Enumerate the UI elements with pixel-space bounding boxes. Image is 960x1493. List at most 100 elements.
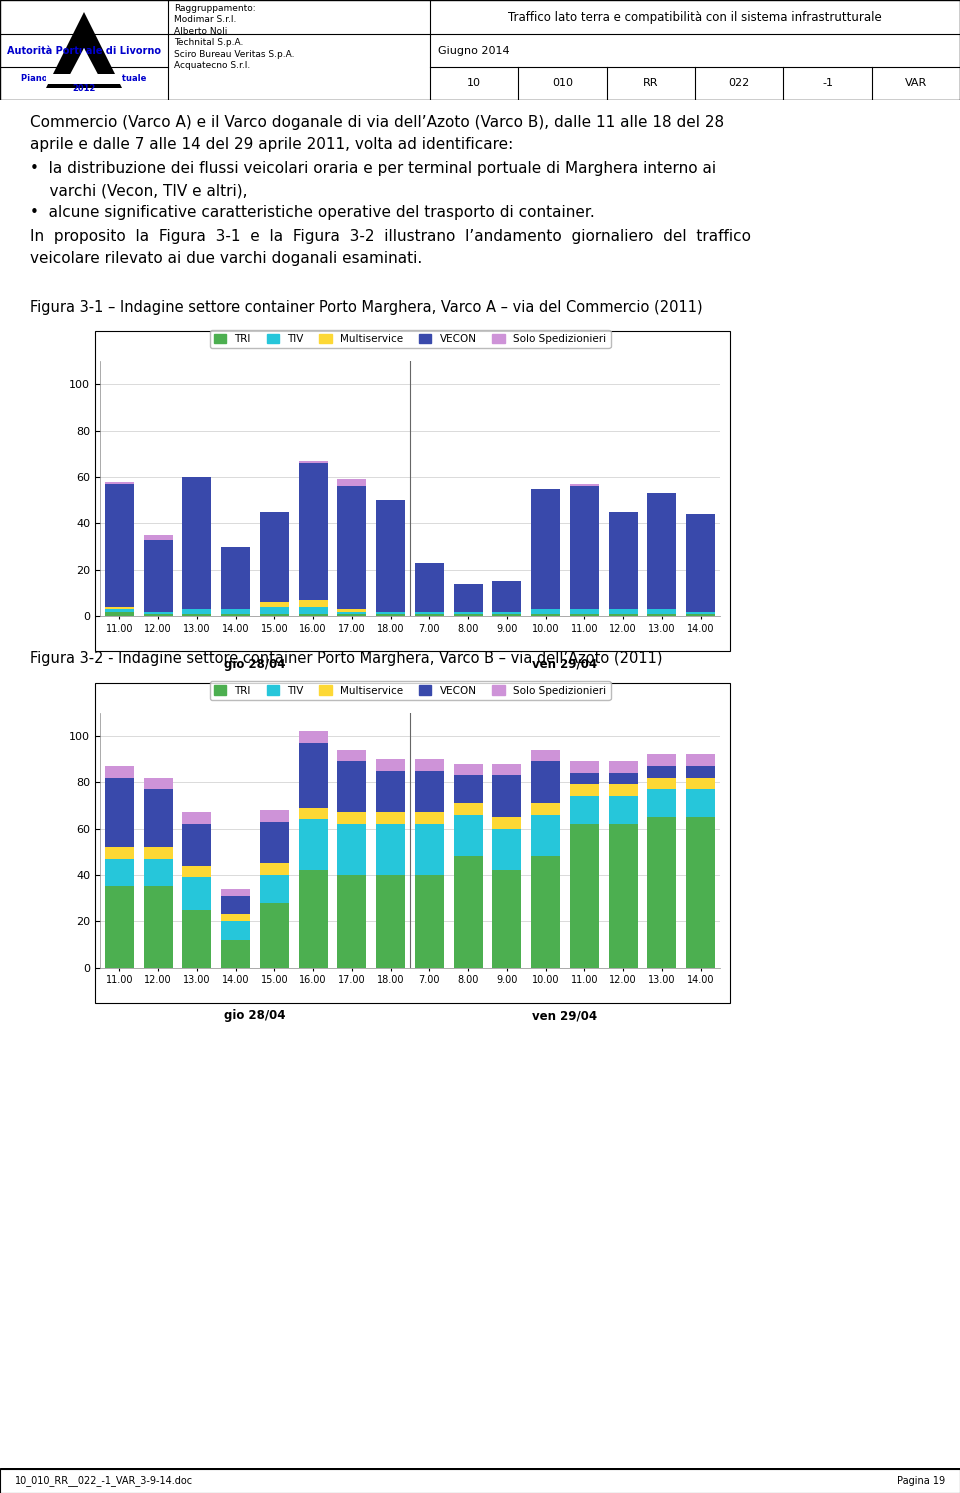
Bar: [299, 820, 327, 870]
Text: Raggruppamento:
Modimar S.r.l.
Alberto Noli
Technital S.p.A.
Sciro Bureau Verita: Raggruppamento: Modimar S.r.l. Alberto N…: [174, 4, 295, 70]
Legend: TRI, TIV, Multiservice, VECON, Solo Spedizionieri: TRI, TIV, Multiservice, VECON, Solo Sped…: [209, 681, 611, 700]
Polygon shape: [66, 48, 102, 82]
Text: aprile e dalle 7 alle 14 del 29 aprile 2011, volta ad identificare:: aprile e dalle 7 alle 14 del 29 aprile 2…: [30, 137, 514, 152]
Bar: [492, 612, 521, 614]
Bar: [647, 766, 677, 778]
Bar: [105, 847, 133, 858]
Bar: [686, 766, 715, 778]
Text: 10: 10: [468, 79, 481, 88]
Text: Piano Regolatore Portuale
2012: Piano Regolatore Portuale 2012: [21, 73, 147, 93]
Bar: [453, 803, 483, 815]
Bar: [299, 742, 327, 808]
Text: Giugno 2014: Giugno 2014: [438, 45, 510, 55]
Bar: [647, 754, 677, 766]
Bar: [299, 463, 327, 600]
Bar: [105, 887, 133, 967]
Text: varchi (Vecon, TIV e altri),: varchi (Vecon, TIV e altri),: [30, 184, 248, 199]
Bar: [492, 581, 521, 612]
Bar: [337, 614, 367, 617]
Bar: [144, 612, 173, 614]
Bar: [492, 763, 521, 775]
Bar: [337, 761, 367, 812]
Bar: [337, 875, 367, 967]
Bar: [337, 812, 367, 824]
Bar: [453, 584, 483, 612]
Text: ven 29/04: ven 29/04: [533, 658, 597, 670]
Bar: [647, 614, 677, 617]
Bar: [686, 778, 715, 790]
Bar: [95, 682, 730, 1003]
Bar: [144, 847, 173, 858]
Text: 010: 010: [552, 79, 573, 88]
Bar: [376, 824, 405, 875]
Bar: [221, 939, 251, 967]
Bar: [337, 487, 367, 609]
Bar: [182, 824, 211, 866]
Bar: [492, 614, 521, 617]
Bar: [415, 812, 444, 824]
Bar: [376, 612, 405, 614]
Text: Autorità Portuale di Livorno: Autorità Portuale di Livorno: [7, 45, 161, 55]
Bar: [182, 909, 211, 967]
Text: •  alcune significative caratteristiche operative del trasporto di container.: • alcune significative caratteristiche o…: [30, 205, 595, 219]
Bar: [182, 614, 211, 617]
Bar: [337, 479, 367, 487]
Text: gio 28/04: gio 28/04: [225, 658, 286, 670]
Bar: [182, 609, 211, 614]
Bar: [95, 331, 730, 651]
Text: veicolare rilevato ai due varchi doganali esaminati.: veicolare rilevato ai due varchi doganal…: [30, 251, 422, 266]
Bar: [531, 803, 560, 815]
Bar: [609, 761, 637, 773]
Bar: [221, 888, 251, 896]
Bar: [105, 612, 133, 617]
Bar: [453, 614, 483, 617]
Bar: [105, 766, 133, 778]
Bar: [337, 824, 367, 875]
Bar: [299, 600, 327, 608]
Bar: [260, 602, 289, 608]
Bar: [531, 488, 560, 609]
Bar: [144, 778, 173, 790]
Bar: [260, 863, 289, 875]
Bar: [46, 75, 122, 84]
Bar: [260, 903, 289, 967]
Bar: [453, 857, 483, 967]
Bar: [609, 773, 637, 784]
Text: Commercio (Varco A) e il Varco doganale di via dell’Azoto (Varco B), dalle 11 al: Commercio (Varco A) e il Varco doganale …: [30, 115, 724, 130]
Bar: [531, 609, 560, 614]
Bar: [453, 775, 483, 803]
Bar: [647, 493, 677, 609]
Bar: [531, 761, 560, 803]
Bar: [686, 614, 715, 617]
Bar: [221, 921, 251, 939]
Text: ven 29/04: ven 29/04: [533, 1009, 597, 1023]
Bar: [105, 858, 133, 887]
Bar: [260, 512, 289, 602]
Text: VAR: VAR: [904, 79, 927, 88]
Bar: [105, 484, 133, 608]
Text: Figura 3-2 - Indagine settore container Porto Marghera, Varco B – via dell’Azoto: Figura 3-2 - Indagine settore container …: [30, 651, 662, 666]
Bar: [376, 770, 405, 812]
Text: Traffico lato terra e compatibilità con il sistema infrastrutturale: Traffico lato terra e compatibilità con …: [508, 10, 882, 24]
Bar: [492, 775, 521, 817]
Bar: [415, 758, 444, 770]
Text: gio 28/04: gio 28/04: [225, 1009, 286, 1023]
Bar: [686, 612, 715, 614]
Bar: [531, 815, 560, 857]
Bar: [144, 887, 173, 967]
Bar: [144, 858, 173, 887]
Bar: [299, 808, 327, 820]
Bar: [647, 778, 677, 790]
Bar: [415, 563, 444, 612]
Bar: [686, 790, 715, 817]
Bar: [260, 821, 289, 863]
Bar: [337, 612, 367, 614]
Bar: [260, 875, 289, 903]
Bar: [415, 770, 444, 812]
Bar: [492, 817, 521, 829]
Bar: [531, 749, 560, 761]
Bar: [376, 758, 405, 770]
Bar: [105, 482, 133, 484]
Bar: [570, 614, 599, 617]
Bar: [531, 614, 560, 617]
